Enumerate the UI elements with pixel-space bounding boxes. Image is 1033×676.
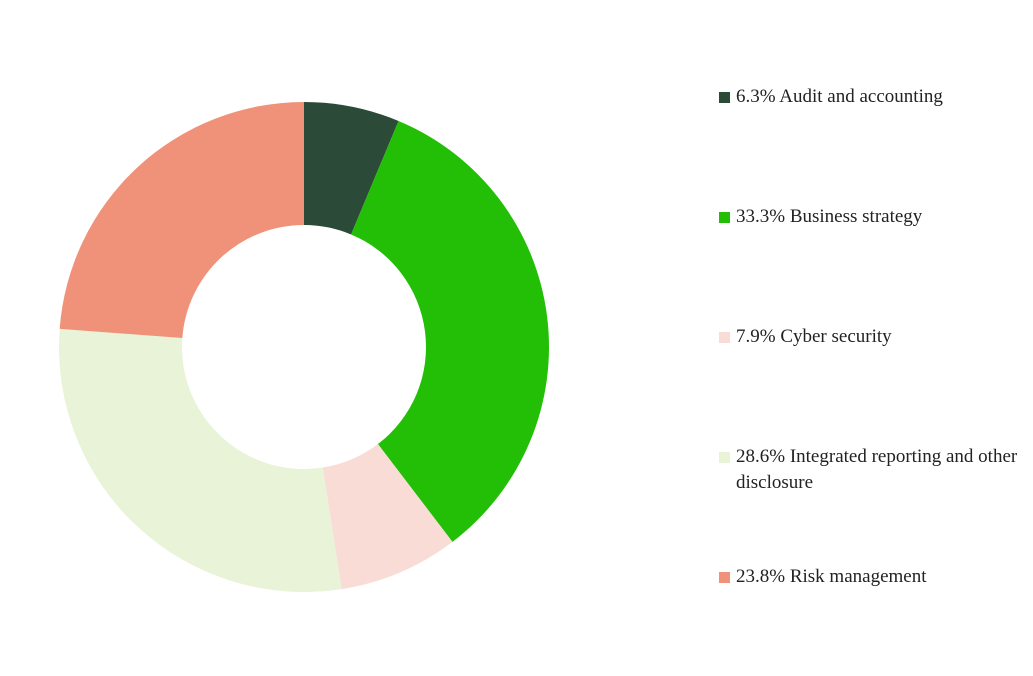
legend-swatch	[719, 452, 730, 463]
legend-entry: 6.3% Audit and accounting	[719, 84, 1019, 110]
legend-value: 28.6%	[736, 446, 786, 467]
legend-swatch	[719, 92, 730, 103]
legend-swatch	[719, 212, 730, 223]
legend-value: 6.3%	[736, 86, 776, 107]
legend-label: Audit and accounting	[779, 86, 943, 107]
legend-text: 7.9% Cyber security	[736, 324, 892, 350]
donut-segment	[351, 120, 549, 542]
legend-swatch	[719, 332, 730, 343]
legend-text: 23.8% Risk management	[736, 564, 927, 590]
legend-text: 28.6% Integrated reporting and other dis…	[736, 444, 1019, 496]
legend-entry: 7.9% Cyber security	[719, 324, 1019, 350]
legend-entry: 33.3% Business strategy	[719, 204, 1019, 230]
legend-text: 33.3% Business strategy	[736, 204, 922, 230]
legend-text: 6.3% Audit and accounting	[736, 84, 943, 110]
legend-entry: 28.6% Integrated reporting and other dis…	[719, 444, 1019, 496]
donut-segment	[58, 328, 342, 592]
donut-segment	[322, 444, 453, 590]
legend-label: Integrated reporting and other disclosur…	[736, 446, 1018, 493]
legend-value: 7.9%	[736, 326, 776, 347]
legend-label: Cyber security	[780, 326, 892, 347]
legend-value: 23.8%	[736, 566, 786, 587]
legend-label: Risk management	[789, 566, 927, 587]
legend-label: Business strategy	[789, 206, 923, 227]
legend-value: 33.3%	[736, 206, 786, 227]
legend-swatch	[719, 572, 730, 583]
legend-entry: 23.8% Risk management	[719, 564, 1019, 590]
donut-segment	[59, 102, 304, 338]
donut-segment	[304, 102, 399, 235]
